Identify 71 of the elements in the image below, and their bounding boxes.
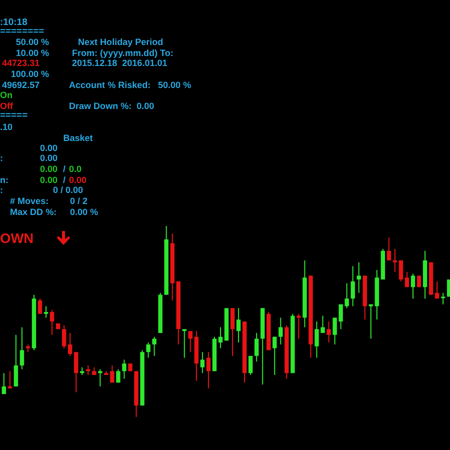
text: From: (yyyy.mm.dd) To: bbox=[72, 48, 174, 58]
candlestick bbox=[200, 352, 205, 374]
candlestick bbox=[236, 308, 241, 344]
text: On bbox=[0, 90, 13, 100]
candlestick bbox=[254, 332, 259, 362]
text: 10.00 % bbox=[16, 48, 49, 58]
candlestick bbox=[278, 317, 283, 345]
candlestick bbox=[98, 368, 102, 387]
text: 0 / 0.00 bbox=[53, 185, 84, 195]
text: 0.00 bbox=[40, 153, 58, 163]
text: : bbox=[0, 153, 4, 163]
candlestick bbox=[8, 370, 12, 389]
text: 44723.31 bbox=[2, 58, 40, 68]
candlestick bbox=[44, 306, 48, 318]
text: Basket bbox=[63, 133, 93, 143]
candlestick bbox=[350, 266, 355, 307]
candlestick bbox=[206, 352, 211, 389]
candlestick bbox=[20, 326, 24, 370]
text: 0 / 2 bbox=[70, 196, 88, 206]
candlestick bbox=[326, 321, 331, 344]
candlestick bbox=[404, 271, 410, 288]
candlestick bbox=[38, 298, 42, 314]
candlestick bbox=[218, 326, 223, 349]
candlestick bbox=[146, 342, 150, 358]
text: 0.00 bbox=[40, 164, 58, 174]
text: :10:18 bbox=[0, 17, 28, 28]
candlestick bbox=[230, 308, 235, 356]
text: / bbox=[63, 164, 66, 174]
candlestick bbox=[272, 336, 277, 376]
candlestick bbox=[50, 310, 54, 336]
text: 0.00 bbox=[40, 143, 58, 153]
candlestick bbox=[356, 262, 361, 294]
candlestick bbox=[152, 336, 156, 356]
text: / bbox=[63, 175, 66, 185]
text: : bbox=[0, 185, 4, 195]
text: 2015.12.18 2016.01.01 bbox=[72, 58, 168, 68]
annotation: OWN bbox=[0, 231, 34, 246]
candlestick bbox=[398, 260, 404, 282]
text: Next Holiday Period bbox=[78, 37, 164, 47]
candlestick bbox=[182, 328, 186, 358]
text: 0.00 bbox=[40, 175, 58, 185]
candlestick bbox=[386, 236, 392, 261]
candlestick bbox=[14, 334, 18, 387]
text: 100.00 % bbox=[10, 69, 49, 79]
text: Account % Risked: bbox=[69, 80, 151, 90]
text: .10 bbox=[0, 122, 13, 132]
text: 0.00 % bbox=[70, 207, 98, 217]
candlestick bbox=[74, 352, 78, 393]
text: 0.0 bbox=[69, 164, 82, 174]
text: Max DD %: bbox=[10, 207, 57, 217]
text: 50.00 % bbox=[16, 37, 49, 47]
text: 0.00 bbox=[69, 175, 87, 185]
text: ======== bbox=[0, 26, 45, 37]
text: ===== bbox=[0, 110, 28, 121]
candlestick bbox=[116, 368, 120, 384]
candlestick bbox=[410, 273, 416, 300]
candlestick bbox=[188, 330, 193, 353]
text: 49692.57 bbox=[2, 80, 40, 90]
candlestick bbox=[248, 355, 253, 376]
candlestick bbox=[122, 359, 126, 380]
text: Off bbox=[0, 101, 14, 111]
candlestick bbox=[392, 248, 398, 272]
candlestick bbox=[2, 372, 6, 395]
text: Draw Down %: 0.00 bbox=[69, 101, 154, 111]
candlestick bbox=[434, 280, 440, 300]
candlestick bbox=[62, 324, 66, 349]
candlestick bbox=[68, 332, 72, 356]
text: n: bbox=[0, 175, 9, 185]
text: 50.00 % bbox=[158, 80, 192, 90]
candlestick bbox=[440, 292, 446, 305]
text: # Moves: bbox=[10, 196, 49, 206]
